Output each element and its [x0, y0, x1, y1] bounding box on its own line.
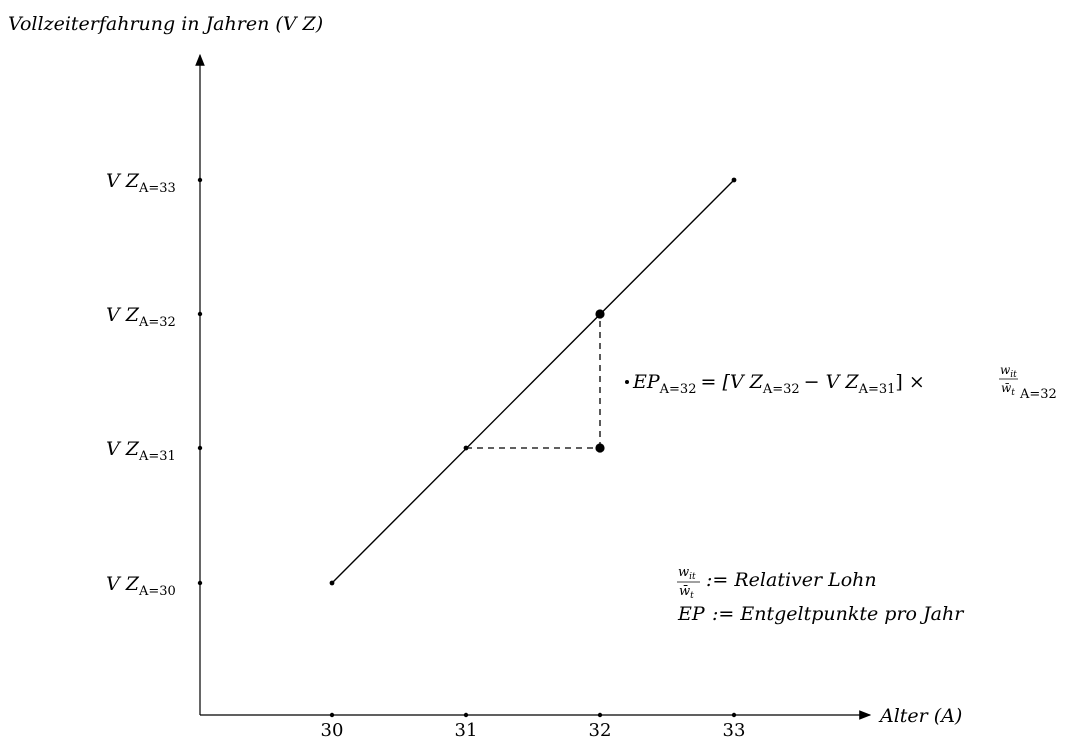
y-tick-dot: [197, 445, 203, 451]
x-tick-dot: [463, 712, 469, 718]
formula-bullet: [625, 380, 629, 384]
y-tick-dot: [197, 311, 203, 317]
formula-sub2: A=31: [858, 382, 896, 397]
y-tick-label: V ZA=33: [106, 170, 176, 196]
y-tick-base: V Z: [106, 573, 140, 595]
x-axis-label: Alter (A): [878, 705, 962, 727]
formula-sub1: A=32: [762, 382, 800, 397]
x-tick-label: 32: [589, 720, 612, 740]
x-ticks: 30 31 32 33: [321, 712, 746, 741]
legend: wit w̄t := Relativer Lohn EP := Entgeltp…: [677, 565, 965, 625]
formula-tail-sub: A=32: [1019, 387, 1057, 402]
y-tick-label: V ZA=30: [106, 573, 176, 599]
formula-eq: = [V Z: [700, 371, 763, 393]
y-tick-base: V Z: [106, 438, 140, 460]
y-tick-label: V ZA=31: [106, 438, 176, 464]
y-tick-sub: A=33: [138, 181, 176, 196]
y-axis-title: Vollzeiterfahrung in Jahren (V Z): [8, 13, 323, 35]
legend-line1-def: := Relativer Lohn: [706, 569, 877, 591]
line-point: [731, 177, 737, 183]
formula: EPA=32 = [V ZA=32− V ZA=31] ×: [632, 371, 925, 397]
legend-line2-base: EP: [677, 603, 706, 625]
formula-lhs-sub: A=32: [659, 382, 697, 397]
formula-fraction: wit w̄t A=32: [999, 363, 1057, 402]
formula-minus: − V Z: [804, 371, 860, 393]
y-tick-base: V Z: [106, 170, 140, 192]
y-tick-sub: A=31: [138, 449, 176, 464]
y-tick-dot: [197, 580, 203, 586]
y-tick-sub: A=32: [138, 315, 176, 330]
formula-frac-num: wit: [1000, 363, 1017, 380]
x-tick-label: 31: [455, 720, 478, 740]
formula-frac-den: w̄t: [1001, 381, 1015, 398]
x-tick-label: 30: [321, 720, 344, 740]
x-tick-dot: [329, 712, 335, 718]
corner-point: [595, 443, 605, 453]
formula-lhs: EP: [632, 371, 661, 393]
experience-line: [331, 179, 735, 584]
x-tick-dot: [597, 712, 603, 718]
y-tick-sub: A=30: [138, 584, 176, 599]
y-tick-base: V Z: [106, 304, 140, 326]
legend-frac-num: wit: [678, 565, 696, 582]
x-tick-label: 33: [723, 720, 746, 740]
y-ticks: V ZA=30 V ZA=31 V ZA=32 V ZA=33: [106, 170, 203, 599]
y-tick-dot: [197, 177, 203, 183]
formula-close: ] ×: [895, 371, 924, 393]
line-point: [329, 580, 335, 586]
y-tick-label: V ZA=32: [106, 304, 176, 330]
legend-frac-den: w̄t: [679, 584, 694, 601]
x-tick-dot: [731, 712, 737, 718]
legend-line2-def: := Entgeltpunkte pro Jahr: [712, 603, 965, 625]
